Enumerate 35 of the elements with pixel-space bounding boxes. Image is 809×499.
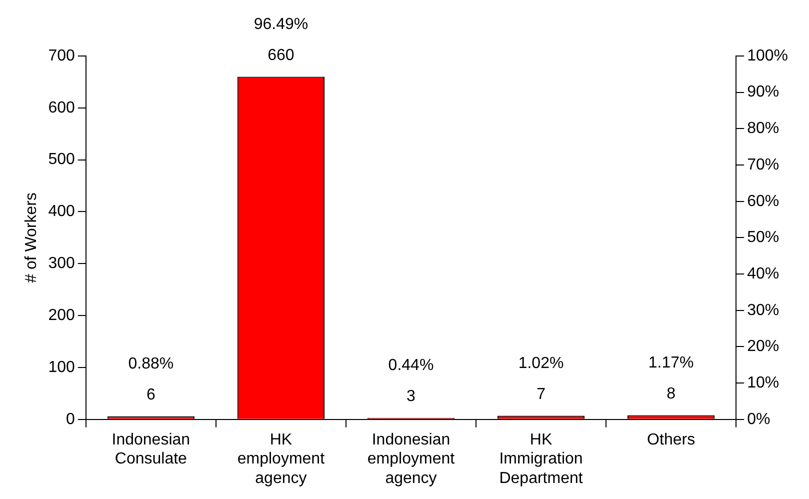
y-tick-label: 600 xyxy=(48,99,75,116)
y-tick-label: 700 xyxy=(48,47,75,64)
y-tick-label: 400 xyxy=(48,203,75,220)
y2-tick-label: 10% xyxy=(747,374,780,392)
y2-tick-label: 50% xyxy=(747,229,780,246)
data-label: 6 xyxy=(146,386,156,404)
y-tick-label: 300 xyxy=(48,255,75,272)
data-label: 7 xyxy=(536,386,546,404)
annotation: 0.44% xyxy=(388,357,434,374)
annotation: 0.88% xyxy=(128,356,174,373)
y2-tick-label: 70% xyxy=(747,156,780,174)
y-axis-title: # of Workers xyxy=(23,192,40,283)
y-tick-label: 0 xyxy=(66,410,75,428)
annotation: 1.17% xyxy=(648,354,694,372)
y2-tick-label: 60% xyxy=(747,192,780,210)
x-tick-label: HK employment agency xyxy=(237,431,326,487)
data-label: 8 xyxy=(666,386,676,403)
y2-tick-label: 100% xyxy=(747,47,788,64)
x-tick-label: Others xyxy=(647,431,696,448)
y2-tick-label: 90% xyxy=(747,84,780,101)
data-label: 660 xyxy=(268,47,294,64)
y-tick-label: 100 xyxy=(48,358,75,376)
annotation: 1.02% xyxy=(518,355,564,372)
x-tick-label: Indonesian employment agency xyxy=(367,431,456,487)
data-label: 3 xyxy=(406,388,416,406)
x-tick-label: Indonesian Consulate xyxy=(112,431,190,468)
y2-tick-label: 20% xyxy=(747,338,780,356)
y2-tick-label: 40% xyxy=(747,265,780,282)
x-tick-label: HK Immigration Department xyxy=(499,431,584,487)
y-tick-label: 200 xyxy=(48,306,75,324)
annotation: 96.49% xyxy=(254,16,308,34)
y2-tick-label: 80% xyxy=(747,120,780,138)
y2-tick-label: 30% xyxy=(747,302,780,319)
y2-tick-label: 0% xyxy=(747,410,770,428)
y-tick-label: 500 xyxy=(48,151,75,168)
